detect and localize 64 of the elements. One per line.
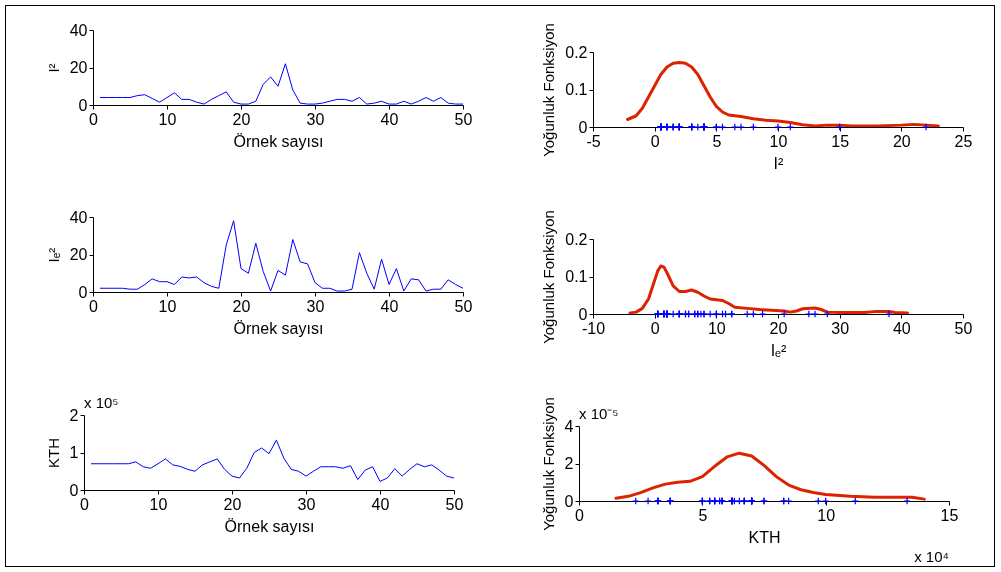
x-axis-title: Örnek sayısı: [233, 132, 324, 150]
x-tick-label: 0: [650, 132, 660, 150]
x-tick-label: 40: [380, 110, 399, 128]
x-tick-label: 40: [380, 297, 399, 315]
y-tick-label: 0: [78, 283, 88, 301]
x-tick-label: 50: [454, 297, 473, 315]
x-tick-label: 10: [158, 297, 177, 315]
x-tick-label: 20: [223, 495, 242, 513]
y-tick-label: 0.2: [565, 43, 588, 61]
x-axis-title: Örnek sayısı: [233, 319, 324, 337]
x-tick-label: 20: [769, 319, 788, 337]
x-axis-title: KTH: [748, 528, 781, 546]
x-tick-label: 50: [445, 495, 464, 513]
x-tick-label: 10: [769, 132, 788, 150]
y-axis-title: Yoğunluk Fonksiyon: [540, 210, 558, 344]
x-tick-label: 50: [454, 110, 473, 128]
y-axis-title: KTH: [44, 438, 62, 468]
x-tick-label: 30: [306, 110, 325, 128]
x-tick-label: 5: [698, 506, 708, 524]
x-tick-label: 0: [650, 319, 660, 337]
y-axis-title: Yoğunluk Fonksiyon: [540, 23, 558, 157]
x-tick-label: 15: [831, 132, 850, 150]
x-tick-label: 0: [89, 297, 99, 315]
text: x 10⁴: [914, 548, 949, 565]
text: x 10⁵: [84, 394, 119, 411]
x-tick-label: 10: [149, 495, 168, 513]
text: x 10⁻⁵: [579, 405, 619, 422]
y-tick-label: 0.2: [565, 230, 588, 248]
x-tick-label: 10: [817, 506, 836, 524]
x-tick-label: 10: [158, 110, 177, 128]
y-tick-label: 40: [69, 21, 88, 39]
y-axis-title: I²: [44, 63, 62, 73]
y-tick-label: 0.1: [565, 268, 588, 285]
x-tick-label: 30: [306, 297, 325, 315]
y-tick-label: 20: [69, 246, 88, 263]
x-axis-title: Örnek sayısı: [224, 517, 315, 535]
x-axis-title: Iₑ²: [770, 341, 788, 359]
y-axis-title: Iₑ²: [44, 247, 62, 263]
x-axis-title: I²: [773, 154, 785, 172]
y-tick-label: 4: [564, 417, 574, 435]
y-tick-label: 2: [564, 455, 574, 472]
x-tick-label: 30: [831, 319, 850, 337]
y-tick-label: 20: [69, 59, 88, 76]
x-tick-label: -10: [581, 319, 606, 337]
x-tick-label: 20: [892, 132, 911, 150]
x-tick-label: 40: [371, 495, 390, 513]
x-tick-label: 20: [232, 297, 251, 315]
x-tick-label: -5: [586, 132, 601, 150]
y-tick-label: 1: [69, 444, 79, 461]
y-tick-label: 0: [78, 96, 88, 114]
x-tick-label: 25: [954, 132, 973, 150]
y-tick-label: 0.1: [565, 81, 588, 98]
x-tick-label: 30: [297, 495, 316, 513]
x-tick-label: 40: [892, 319, 911, 337]
y-tick-label: 2: [69, 406, 79, 424]
y-tick-label: 0: [69, 481, 79, 499]
x-tick-label: 5: [712, 132, 722, 150]
x-tick-label: 50: [954, 319, 973, 337]
x-tick-label: 15: [940, 506, 959, 524]
x-tick-label: 20: [232, 110, 251, 128]
x-tick-label: 0: [89, 110, 99, 128]
y-axis-title: Yoğunluk Fonksiyon: [539, 397, 557, 531]
y-tick-label: 40: [69, 208, 88, 226]
x-tick-label: 10: [707, 319, 726, 337]
